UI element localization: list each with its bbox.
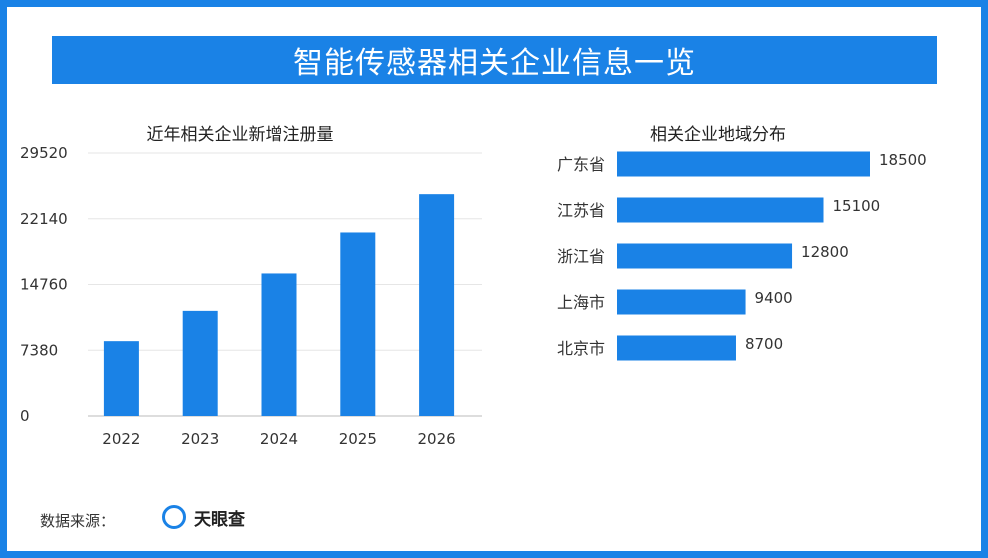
page-title: 智能传感器相关企业信息一览: [52, 36, 937, 84]
bar: [617, 151, 870, 177]
x-tick-label: 2024: [260, 430, 298, 448]
bar: [103, 341, 139, 416]
bar: [617, 197, 824, 223]
horizontal-chart-title: 相关企业地域分布: [650, 125, 786, 145]
x-tick-label: 2026: [418, 430, 456, 448]
y-tick-label: 22140: [20, 210, 68, 228]
data-label: 12800: [801, 243, 849, 261]
x-tick-label: 2025: [339, 430, 377, 448]
x-tick-label: 2023: [181, 430, 219, 448]
vertical-chart-title: 近年相关企业新增注册量: [146, 125, 334, 145]
y-tick-label: 0: [20, 407, 30, 425]
chart-frame: [7, 7, 981, 551]
y-tick-label: 14760: [20, 276, 68, 294]
bar: [617, 289, 746, 315]
category-label: 江苏省: [557, 201, 605, 220]
category-label: 上海市: [557, 293, 605, 312]
y-tick-label: 29520: [20, 144, 68, 162]
source-name: 天眼查: [194, 510, 245, 530]
bar: [261, 273, 297, 416]
category-label: 广东省: [557, 155, 605, 174]
data-label: 8700: [745, 335, 783, 353]
bar: [617, 335, 736, 361]
bar: [617, 243, 793, 269]
data-label: 9400: [755, 289, 793, 307]
y-tick-label: 7380: [20, 341, 58, 359]
bar: [182, 310, 218, 416]
bar: [419, 194, 455, 416]
data-label: 15100: [833, 197, 881, 215]
category-label: 北京市: [557, 339, 605, 358]
bar: [340, 232, 376, 416]
data-label: 18500: [879, 151, 927, 169]
source-label: 数据来源：: [40, 512, 116, 530]
x-tick-label: 2022: [102, 430, 140, 448]
category-label: 浙江省: [557, 247, 605, 266]
circle-logo-icon: [162, 505, 186, 529]
